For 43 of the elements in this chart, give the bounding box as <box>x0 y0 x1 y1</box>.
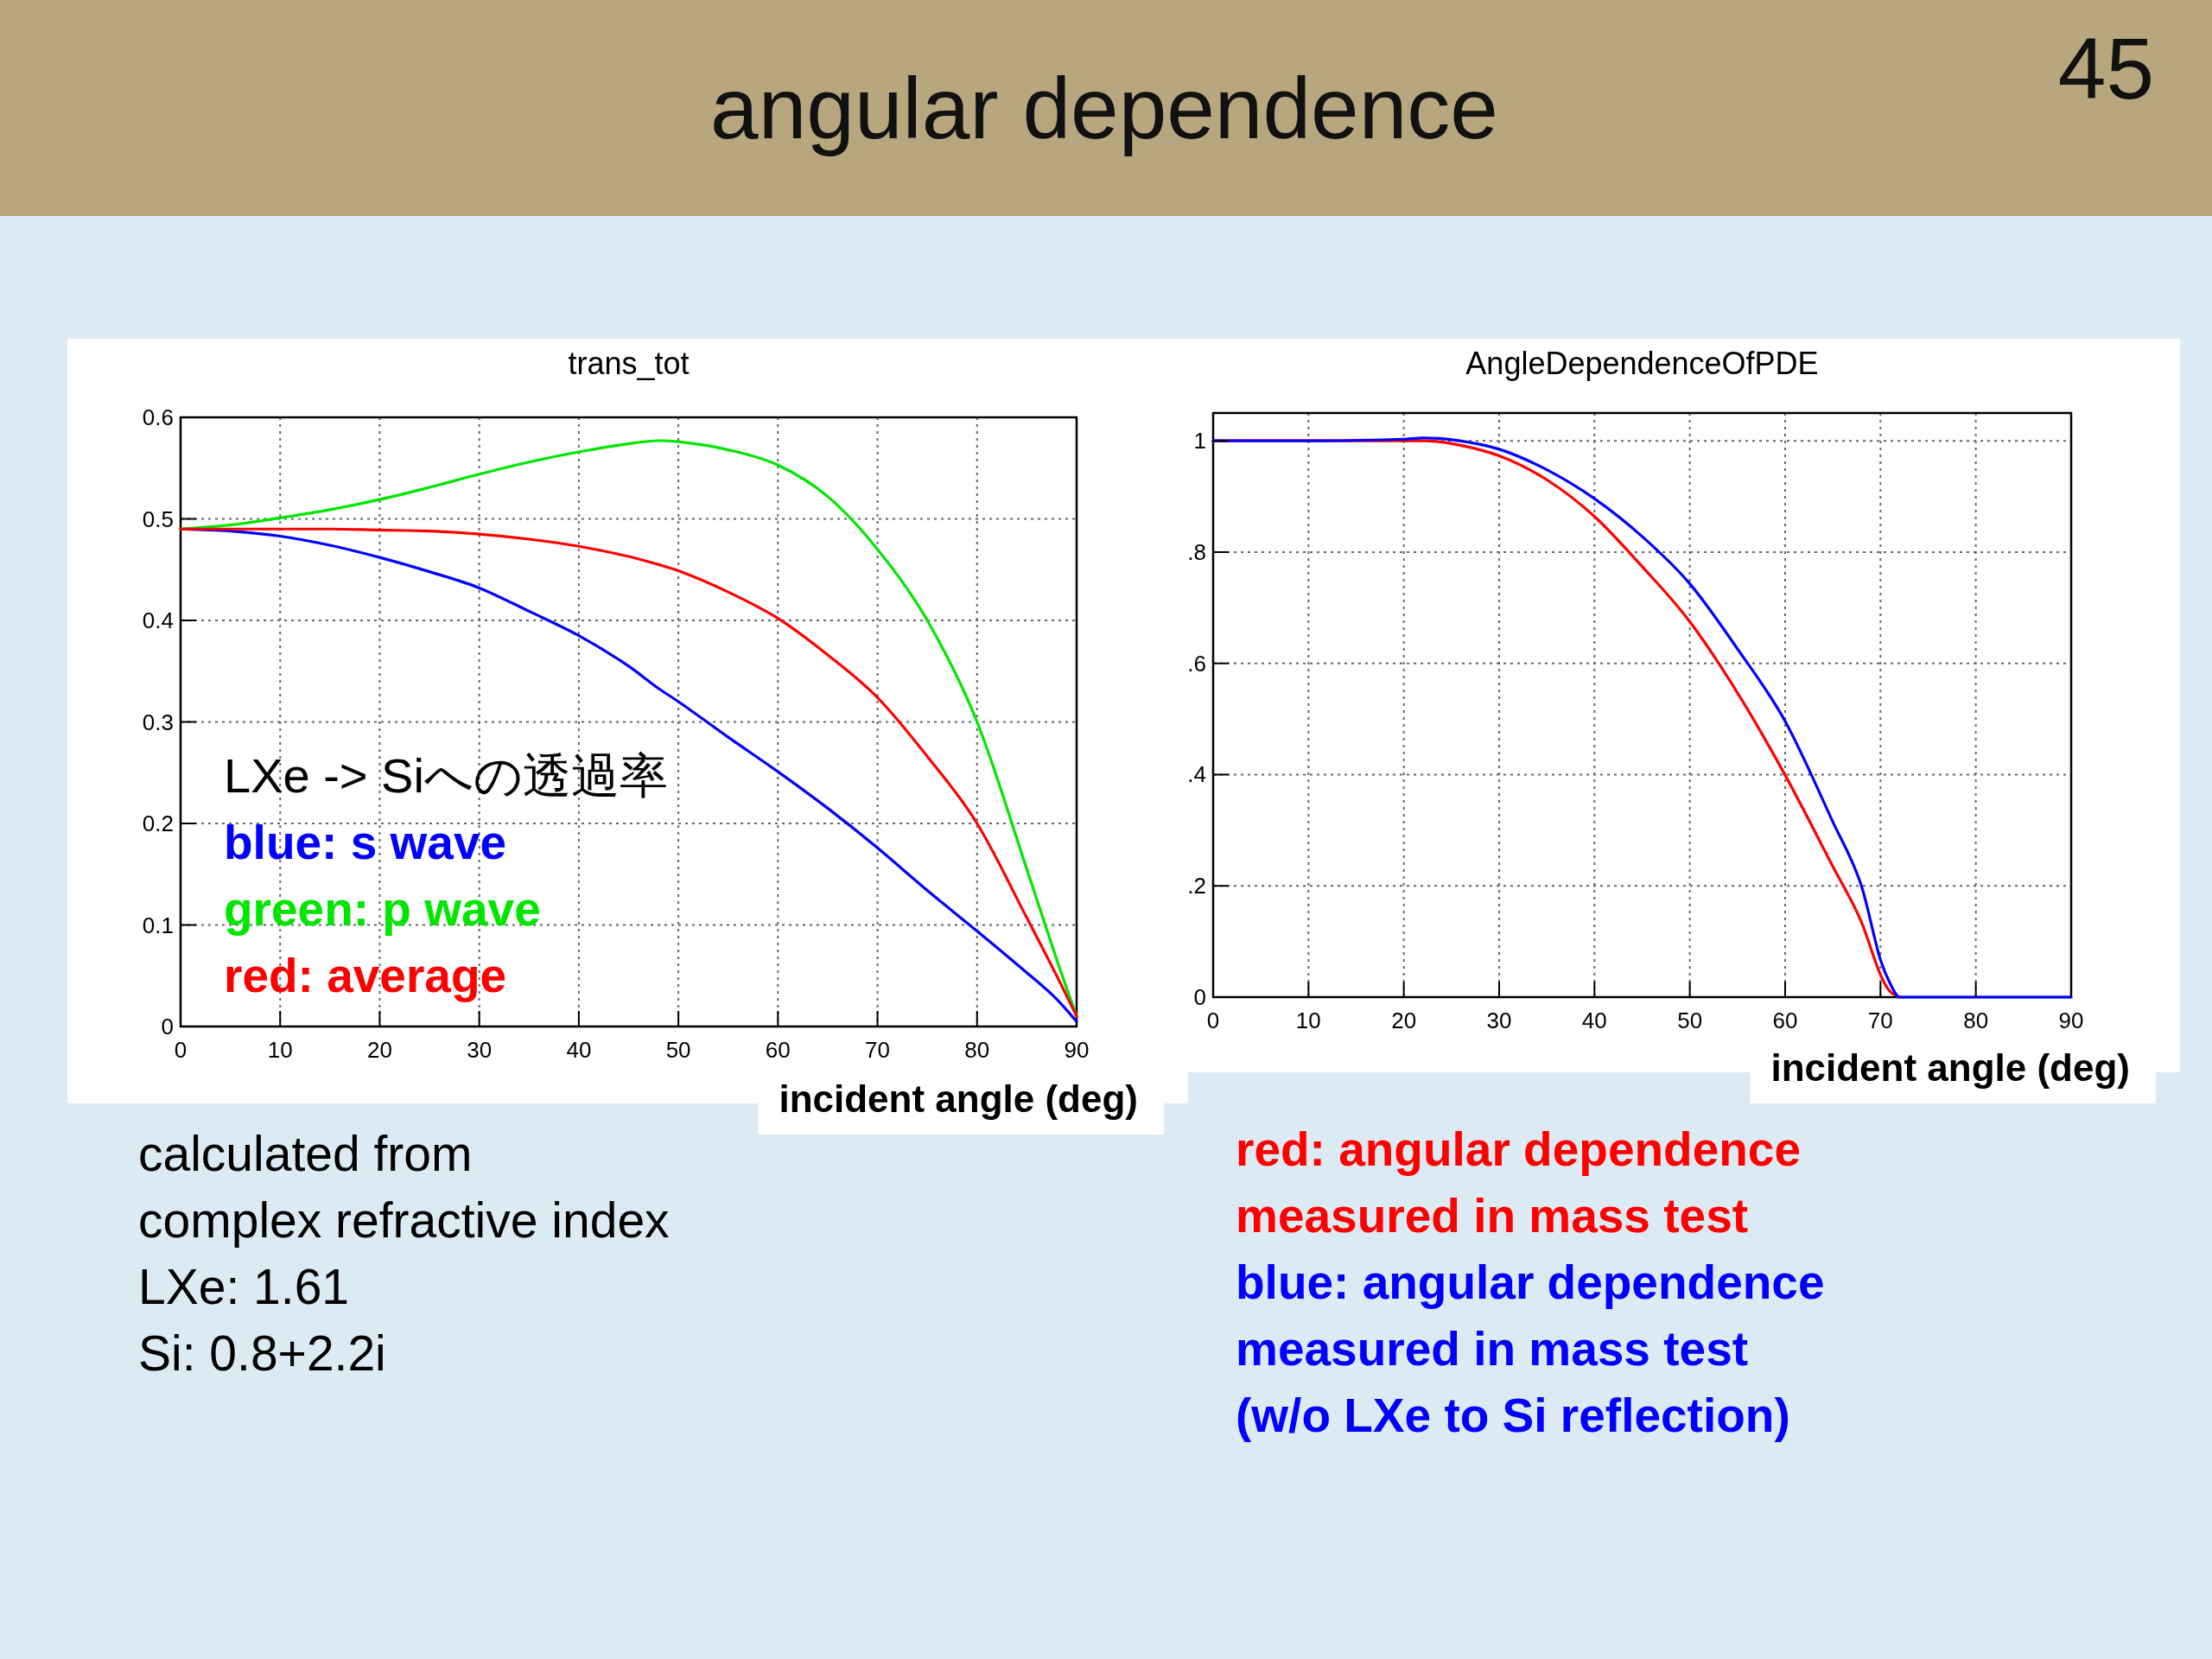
text: Si: 0.8+2.2i <box>138 1325 386 1381</box>
x-tick-label: 10 <box>267 1037 293 1063</box>
x-tick-label: 30 <box>467 1037 493 1063</box>
x-axis-title: incident angle (deg) <box>779 1077 1138 1120</box>
x-tick-label: 50 <box>665 1037 691 1063</box>
x-tick-label: 50 <box>1677 1007 1703 1033</box>
y-tick-label: 0.3 <box>142 709 174 735</box>
y-tick-label: 1 <box>1193 428 1206 454</box>
text: LXe: 1.61 <box>138 1259 350 1314</box>
x-tick-label: 70 <box>1867 1007 1893 1033</box>
x-axis-title: incident angle (deg) <box>1770 1046 2130 1089</box>
chart-title: trans_tot <box>568 346 690 381</box>
x-tick-label: 10 <box>1295 1007 1321 1033</box>
y-tick-label: .2 <box>1187 873 1206 899</box>
y-tick-label: .8 <box>1187 538 1206 565</box>
text: complex refractive index <box>138 1192 670 1248</box>
line-series <box>1211 436 2073 999</box>
x-tick-label: 90 <box>2058 1007 2084 1033</box>
x-tick-label: 40 <box>1581 1007 1607 1033</box>
x-tick-label: 60 <box>1772 1007 1798 1033</box>
x-tick-label: 90 <box>1064 1037 1090 1063</box>
x-tick-label: 80 <box>964 1037 990 1063</box>
y-tick-label: 0.1 <box>142 912 174 938</box>
x-tick-label: 30 <box>1486 1007 1512 1033</box>
x-tick-label: 70 <box>865 1037 891 1063</box>
y-tick-label: 0.5 <box>142 505 174 532</box>
x-tick-label: 40 <box>566 1037 592 1063</box>
x-tick-label: 60 <box>765 1037 791 1063</box>
y-tick-label: .4 <box>1187 761 1206 788</box>
y-tick-label: 0 <box>1193 984 1206 1010</box>
x-tick-label: 80 <box>1963 1007 1989 1033</box>
text: angular dependence <box>710 60 1498 156</box>
x-tick-label: 20 <box>1391 1007 1417 1033</box>
y-tick-label: 0.6 <box>142 404 174 430</box>
y-tick-label: 0.2 <box>142 810 174 836</box>
chart-title: AngleDependenceOfPDE <box>1465 346 1819 381</box>
legend: red: angular dependence measured in mass test blue: angular dependence measured in mass test (w/o LXe to Si reflection) <box>1236 1122 1825 1442</box>
x-tick-label: 20 <box>366 1037 392 1063</box>
text: calculated from <box>138 1126 473 1181</box>
y-tick-label: .6 <box>1187 650 1206 677</box>
legend: LXe -> Siへの透過率 blue: s wave green: p wave red: average <box>224 748 668 1002</box>
y-tick-label: 0.4 <box>142 607 174 633</box>
text: 45 <box>2057 20 2154 117</box>
